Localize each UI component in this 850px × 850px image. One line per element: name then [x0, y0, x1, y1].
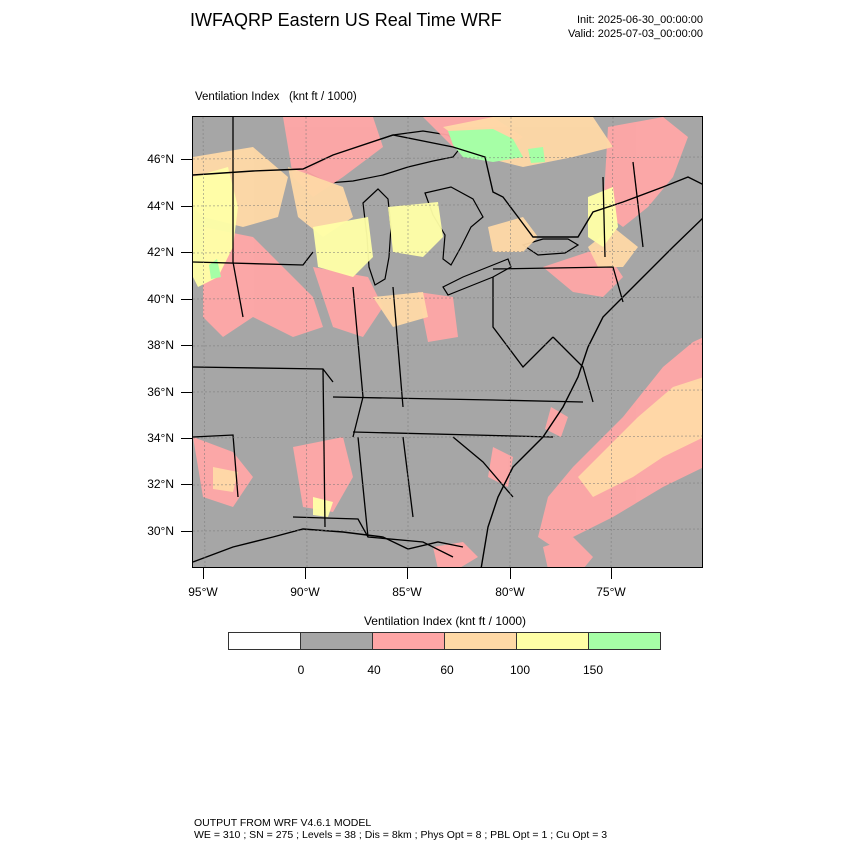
- lon-tick: [407, 568, 408, 579]
- legend-swatch: [228, 632, 301, 650]
- lat-tick: [181, 392, 192, 393]
- lon-label: 90°W: [290, 585, 320, 599]
- legend-label: 100: [509, 663, 531, 677]
- time-info: Init: 2025-06-30_00:00:00 Valid: 2025-07…: [568, 13, 703, 41]
- model-info-line1: OUTPUT FROM WRF V4.6.1 MODEL: [194, 817, 372, 829]
- lat-tick: [181, 299, 192, 300]
- legend-label: 60: [440, 663, 454, 677]
- init-time: Init: 2025-06-30_00:00:00: [577, 14, 703, 26]
- lon-label: 95°W: [188, 585, 218, 599]
- legend-swatch: [516, 632, 589, 650]
- lake-ontario: [521, 238, 580, 256]
- lon-label: 80°W: [495, 585, 525, 599]
- map-panel: [192, 116, 703, 568]
- legend-title: Ventilation Index (knt ft / 1000): [363, 614, 527, 628]
- legend-swatch: [300, 632, 373, 650]
- lon-tick: [305, 568, 306, 579]
- legend-label: 40: [367, 663, 381, 677]
- lat-tick: [181, 484, 192, 485]
- legend-swatch: [444, 632, 517, 650]
- state-borders: [193, 117, 644, 558]
- legend-swatch: [372, 632, 445, 650]
- legend-label: 0: [297, 663, 305, 677]
- map-svg: [193, 117, 702, 567]
- lon-tick: [611, 568, 612, 579]
- lat-tick: [181, 206, 192, 207]
- lon-tick: [203, 568, 204, 579]
- lat-label: 32°N: [147, 477, 174, 491]
- lat-tick: [181, 438, 192, 439]
- lat-tick: [181, 345, 192, 346]
- model-info-line2: WE = 310 ; SN = 275 ; Levels = 38 ; Dis …: [194, 829, 608, 841]
- lon-tick: [510, 568, 511, 579]
- lat-tick: [181, 531, 192, 532]
- lat-label: 34°N: [147, 431, 174, 445]
- lat-label: 30°N: [147, 524, 174, 538]
- lat-label: 42°N: [147, 245, 174, 259]
- legend-label: 150: [582, 663, 604, 677]
- legend-swatch: [588, 632, 661, 650]
- lake-erie: [442, 258, 512, 296]
- graticule: [193, 117, 702, 567]
- lon-label: 85°W: [392, 585, 422, 599]
- plot-title: IWFAQRP Eastern US Real Time WRF: [190, 10, 502, 30]
- field-title: Ventilation Index (knt ft / 1000): [195, 91, 357, 103]
- lat-tick: [181, 252, 192, 253]
- model-info: OUTPUT FROM WRF V4.6.1 MODEL WE = 310 ; …: [194, 817, 607, 841]
- legend-colorbar: [228, 632, 661, 650]
- lon-label: 75°W: [596, 585, 626, 599]
- lat-label: 36°N: [147, 385, 174, 399]
- lat-label: 44°N: [147, 199, 174, 213]
- lat-label: 46°N: [147, 152, 174, 166]
- field-units: (knt ft / 1000): [289, 91, 357, 103]
- ventilation-shading-yellow: [193, 167, 618, 517]
- gulf-coastline: [193, 528, 464, 563]
- field-name: Ventilation Index: [195, 91, 280, 103]
- valid-time: Valid: 2025-07-03_00:00:00: [568, 28, 703, 40]
- lat-tick: [181, 159, 192, 160]
- international-border: [193, 134, 702, 238]
- lat-label: 40°N: [147, 292, 174, 306]
- atlantic-coastline: [480, 217, 702, 567]
- ventilation-shading-green: [209, 129, 545, 279]
- lat-label: 38°N: [147, 338, 174, 352]
